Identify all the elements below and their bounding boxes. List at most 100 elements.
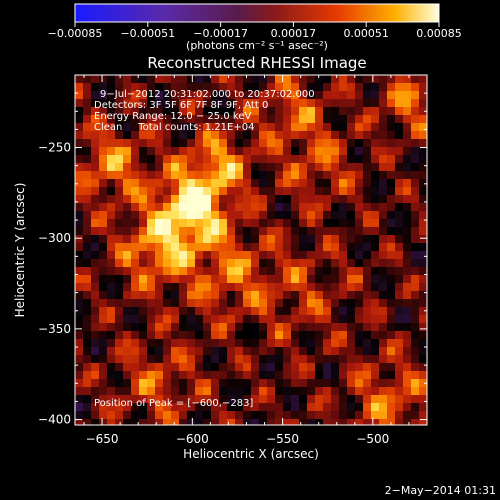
- heatmap-cell: [243, 75, 252, 84]
- heatmap-cell: [211, 267, 220, 276]
- heatmap-cell: [155, 123, 164, 132]
- heatmap-cell: [179, 107, 188, 116]
- heatmap-cell: [115, 411, 124, 420]
- heatmap-cell: [387, 251, 396, 260]
- heatmap-cell: [107, 171, 116, 180]
- heatmap-cell: [379, 107, 388, 116]
- heatmap-cell: [403, 243, 412, 252]
- heatmap-cell: [187, 259, 196, 268]
- heatmap-cell: [219, 195, 228, 204]
- heatmap-cell: [163, 91, 172, 100]
- heatmap-cell: [299, 283, 308, 292]
- heatmap-cell: [283, 227, 292, 236]
- heatmap-cell: [211, 139, 220, 148]
- heatmap-cell: [203, 99, 212, 108]
- heatmap-cell: [75, 307, 84, 316]
- heatmap-cell: [235, 211, 244, 220]
- heatmap-cell: [283, 355, 292, 364]
- heatmap-cell: [203, 395, 212, 404]
- heatmap-cell: [387, 411, 396, 420]
- heatmap-cell: [299, 107, 308, 116]
- heatmap-cell: [291, 235, 300, 244]
- heatmap-cell: [387, 91, 396, 100]
- heatmap-cell: [347, 251, 356, 260]
- heatmap-cell: [411, 75, 420, 84]
- heatmap-cell: [235, 355, 244, 364]
- heatmap-cell: [291, 379, 300, 388]
- heatmap-cell: [259, 211, 268, 220]
- heatmap-cell: [187, 203, 196, 212]
- heatmap-cell: [267, 91, 276, 100]
- heatmap-cell: [195, 187, 204, 196]
- heatmap-cell: [331, 211, 340, 220]
- heatmap-cell: [339, 147, 348, 156]
- heatmap-cell: [395, 355, 404, 364]
- heatmap-cell: [307, 91, 316, 100]
- heatmap-cell: [259, 355, 268, 364]
- heatmap-cell: [267, 171, 276, 180]
- heatmap-cell: [251, 395, 260, 404]
- heatmap-cell: [75, 291, 84, 300]
- heatmap-cell: [387, 275, 396, 284]
- heatmap-cell: [243, 299, 252, 308]
- heatmap-cell: [131, 259, 140, 268]
- heatmap-cell: [243, 251, 252, 260]
- heatmap-cell: [163, 339, 172, 348]
- heatmap-cell: [203, 195, 212, 204]
- heatmap-cell: [147, 147, 156, 156]
- heatmap-cell: [179, 355, 188, 364]
- heatmap-cell: [267, 275, 276, 284]
- heatmap-cell: [243, 411, 252, 420]
- heatmap-cell: [187, 315, 196, 324]
- heatmap-cell: [387, 371, 396, 380]
- heatmap-cell: [267, 363, 276, 372]
- heatmap-cell: [243, 363, 252, 372]
- heatmap-cell: [419, 91, 427, 100]
- heatmap-cell: [107, 155, 116, 164]
- heatmap-cell: [107, 195, 116, 204]
- heatmap-cell: [163, 299, 172, 308]
- heatmap-cell: [211, 171, 220, 180]
- y-tick-label: −250: [38, 141, 71, 155]
- heatmap-cell: [107, 227, 116, 236]
- heatmap-cell: [299, 347, 308, 356]
- heatmap-cell: [211, 195, 220, 204]
- colorbar-tick-label: −0.00085: [48, 27, 103, 40]
- y-tick-label: −300: [38, 231, 71, 245]
- heatmap-cell: [227, 107, 236, 116]
- heatmap-cell: [275, 347, 284, 356]
- heatmap-cell: [419, 259, 427, 268]
- heatmap-cell: [419, 99, 427, 108]
- heatmap-cell: [283, 411, 292, 420]
- heatmap-cell: [123, 179, 132, 188]
- heatmap-cell: [171, 179, 180, 188]
- heatmap-cell: [259, 115, 268, 124]
- heatmap-cell: [363, 107, 372, 116]
- heatmap-cell: [203, 371, 212, 380]
- heatmap-cell: [155, 379, 164, 388]
- heatmap-cell: [299, 155, 308, 164]
- heatmap-cell: [379, 283, 388, 292]
- heatmap-cell: [371, 371, 380, 380]
- heatmap-cell: [219, 155, 228, 164]
- heatmap-cell: [115, 235, 124, 244]
- heatmap-cell: [163, 259, 172, 268]
- heatmap-cell: [227, 123, 236, 132]
- heatmap-cell: [363, 75, 372, 84]
- heatmap-cell: [339, 139, 348, 148]
- heatmap-cell: [115, 91, 124, 100]
- heatmap-cell: [251, 371, 260, 380]
- heatmap-cell: [75, 411, 84, 420]
- heatmap-cell: [275, 387, 284, 396]
- heatmap-cell: [107, 331, 116, 340]
- heatmap-cell: [291, 299, 300, 308]
- heatmap-cell: [339, 155, 348, 164]
- heatmap-cell: [355, 171, 364, 180]
- heatmap-cell: [243, 179, 252, 188]
- heatmap-cell: [195, 355, 204, 364]
- heatmap-cell: [395, 307, 404, 316]
- heatmap-cell: [387, 379, 396, 388]
- heatmap-cell: [251, 99, 260, 108]
- heatmap-cell: [99, 275, 108, 284]
- heatmap-cell: [91, 211, 100, 220]
